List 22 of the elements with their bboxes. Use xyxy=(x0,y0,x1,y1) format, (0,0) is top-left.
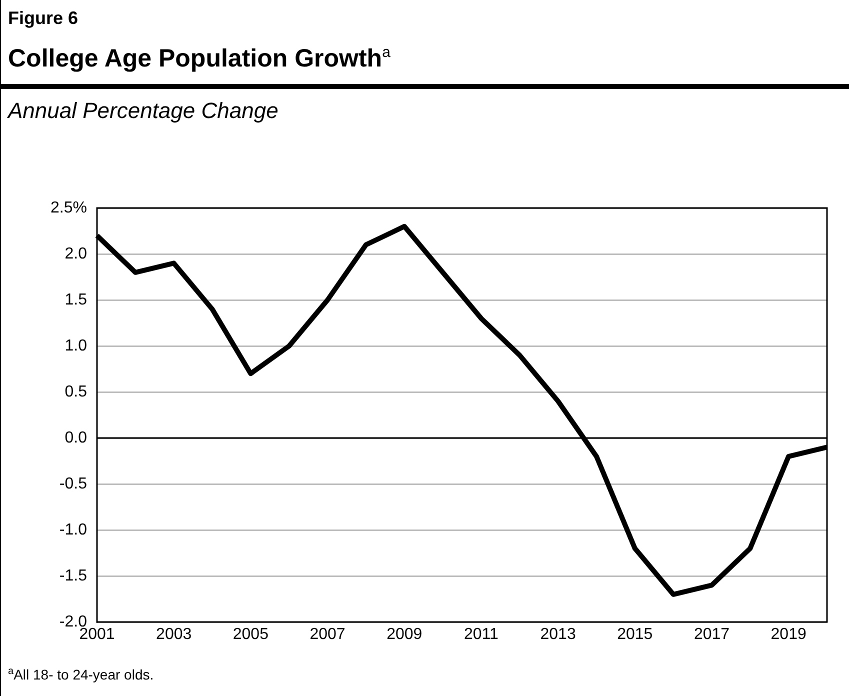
y-tick-label: 0.0 xyxy=(64,429,88,446)
y-tick-label: 1.5 xyxy=(64,291,88,308)
x-tick-label: 2017 xyxy=(694,626,730,644)
chart-subtitle: Annual Percentage Change xyxy=(8,98,278,124)
y-tick-label: 2.5% xyxy=(50,199,87,216)
x-tick-label: 2019 xyxy=(770,626,806,644)
y-tick-label: -1.0 xyxy=(59,521,88,538)
y-tick-label: 0.5 xyxy=(64,383,88,400)
text: $^{a}$All 18- to 24-year olds. xyxy=(8,666,154,683)
x-tick-label: 2007 xyxy=(310,626,346,644)
chart-title: College Age Population Growth$^{a}$ xyxy=(8,44,390,74)
x-tick-label: 2015 xyxy=(617,626,653,644)
caption: Figure 6 xyxy=(8,8,78,29)
x-tick-label: 2009 xyxy=(386,626,422,644)
x-tick-label: 2013 xyxy=(540,626,576,644)
y-tick-label: -0.5 xyxy=(59,475,88,492)
x-tick-label: 2005 xyxy=(232,626,269,644)
x-tick-label: 2011 xyxy=(464,626,499,644)
y-tick-label: -1.5 xyxy=(59,567,88,584)
y-tick-label: 2.0 xyxy=(64,245,88,262)
y-tick-label: 1.0 xyxy=(64,337,88,354)
x-tick-label: 2003 xyxy=(156,626,192,644)
